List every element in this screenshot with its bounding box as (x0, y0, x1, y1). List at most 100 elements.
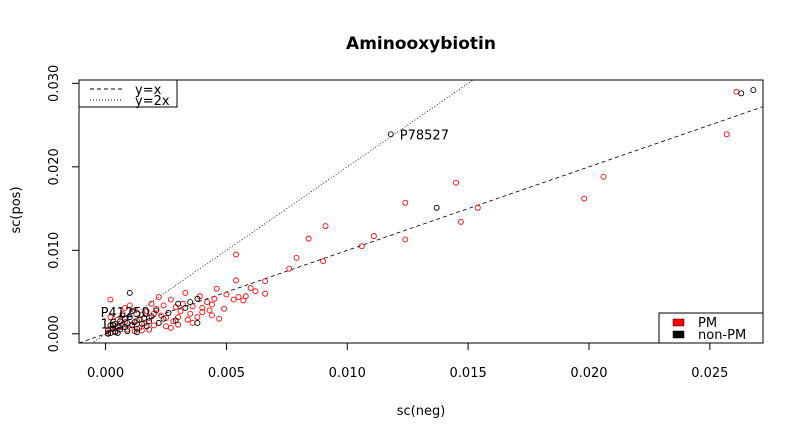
plot-frame (78, 79, 764, 344)
y-tick-label: 0.010 (47, 232, 62, 269)
legend-entry-non-pm: non-PM (698, 328, 746, 343)
x-tick-label: 0.005 (208, 366, 245, 381)
data-point-non-pm (114, 330, 121, 336)
data-point-pm (474, 204, 481, 211)
data-point-pm (247, 284, 254, 291)
point-annotation: P78527 (400, 128, 449, 143)
data-point-pm (213, 285, 220, 292)
data-point-non-pm (129, 322, 136, 329)
data-point-non-pm (165, 309, 172, 316)
data-point-pm (262, 290, 269, 297)
x-tick-label: 0.010 (329, 366, 366, 381)
data-point-pm (733, 88, 740, 95)
x-tick-label: 0.000 (87, 366, 124, 381)
data-point-pm (230, 296, 237, 303)
data-point-non-pm (175, 300, 182, 307)
data-point-pm (235, 294, 242, 301)
data-point-pm (206, 307, 213, 314)
data-point-pm (199, 304, 206, 311)
data-point-non-pm (194, 320, 201, 326)
data-point-pm (160, 302, 167, 309)
data-point-non-pm (750, 87, 757, 93)
data-point-pm (167, 296, 174, 303)
data-point-non-pm (172, 317, 179, 324)
data-point-pm (293, 254, 300, 261)
data-point-pm (126, 302, 133, 309)
data-point-pm (233, 251, 240, 258)
data-point-pm (305, 235, 312, 242)
data-point-pm (121, 304, 128, 311)
data-point-non-pm (182, 304, 189, 311)
group-legend: PM non-PM (658, 312, 764, 344)
data-point-pm (155, 294, 162, 301)
data-point-pm (223, 291, 230, 298)
data-point-pm (208, 301, 215, 308)
data-point-non-pm (187, 299, 194, 306)
data-point-non-pm (433, 204, 440, 211)
data-point-pm (163, 323, 169, 330)
data-point-pm (119, 310, 126, 317)
data-point-non-pm (134, 325, 140, 332)
legend-entry-y-equals-x: y=x (135, 83, 162, 98)
data-point-non-pm (124, 328, 131, 335)
data-point-pm (182, 289, 189, 296)
legend-swatch-pm (672, 318, 685, 327)
data-point-pm (252, 288, 259, 295)
data-point-pm (216, 315, 223, 322)
data-point-pm (150, 322, 157, 329)
data-point-non-pm (387, 131, 394, 138)
data-point-pm (600, 173, 607, 180)
data-point-pm (189, 320, 196, 326)
data-point-pm (320, 258, 327, 265)
data-point-non-pm (105, 330, 111, 337)
y-axis: 0.000 0.010 0.020 0.030 (47, 65, 80, 352)
line-legend: y=x y=2x (78, 79, 178, 109)
data-point-non-pm (143, 323, 150, 330)
data-point-pm (184, 316, 191, 323)
data-point-non-pm (117, 318, 124, 325)
data-point-non-pm (155, 320, 162, 326)
chart-title: Aminooxybiotin (346, 34, 496, 54)
data-point-pm (262, 278, 269, 285)
data-point-pm (457, 218, 464, 225)
data-point-pm (322, 223, 329, 230)
data-point-pm (233, 277, 240, 284)
x-tick-label: 0.020 (570, 366, 607, 381)
data-point-non-pm (105, 327, 111, 334)
data-point-pm (402, 199, 409, 206)
data-point-non-pm (153, 307, 160, 314)
data-point-pm (199, 309, 206, 316)
data-point-pm (107, 314, 114, 321)
data-point-pm (167, 325, 174, 331)
data-point-pm (581, 195, 588, 202)
data-point-pm (208, 312, 215, 319)
data-point-pm (148, 300, 155, 307)
data-point-non-pm (119, 312, 126, 319)
y-axis-label: sc(pos) (9, 186, 24, 233)
data-point-non-pm (134, 329, 140, 336)
legend-entry-y-equals-2x: y=2x (135, 94, 170, 109)
data-point-non-pm (146, 318, 153, 325)
point-annotation: P41250 (101, 306, 150, 321)
data-point-pm (204, 299, 211, 306)
data-point-pm (194, 314, 201, 321)
x-axis-label: sc(neg) (397, 404, 446, 419)
reference-line-dotted (91, 80, 474, 343)
data-point-pm (107, 296, 114, 303)
data-point-pm (370, 233, 377, 240)
x-tick-label: 0.025 (691, 366, 728, 381)
legend-swatch-non-pm (672, 330, 685, 339)
data-point-pm (211, 295, 218, 302)
data-point-non-pm (738, 90, 745, 97)
data-point-pm (240, 297, 247, 304)
data-point-pm (221, 305, 227, 312)
data-point-pm (153, 305, 160, 312)
point-annotation: 16 (101, 318, 118, 333)
data-point-non-pm (126, 289, 133, 296)
data-point-non-pm (136, 316, 143, 323)
y-tick-label: 0.030 (47, 65, 62, 102)
line-legend-box (78, 79, 178, 108)
data-points (105, 87, 757, 337)
